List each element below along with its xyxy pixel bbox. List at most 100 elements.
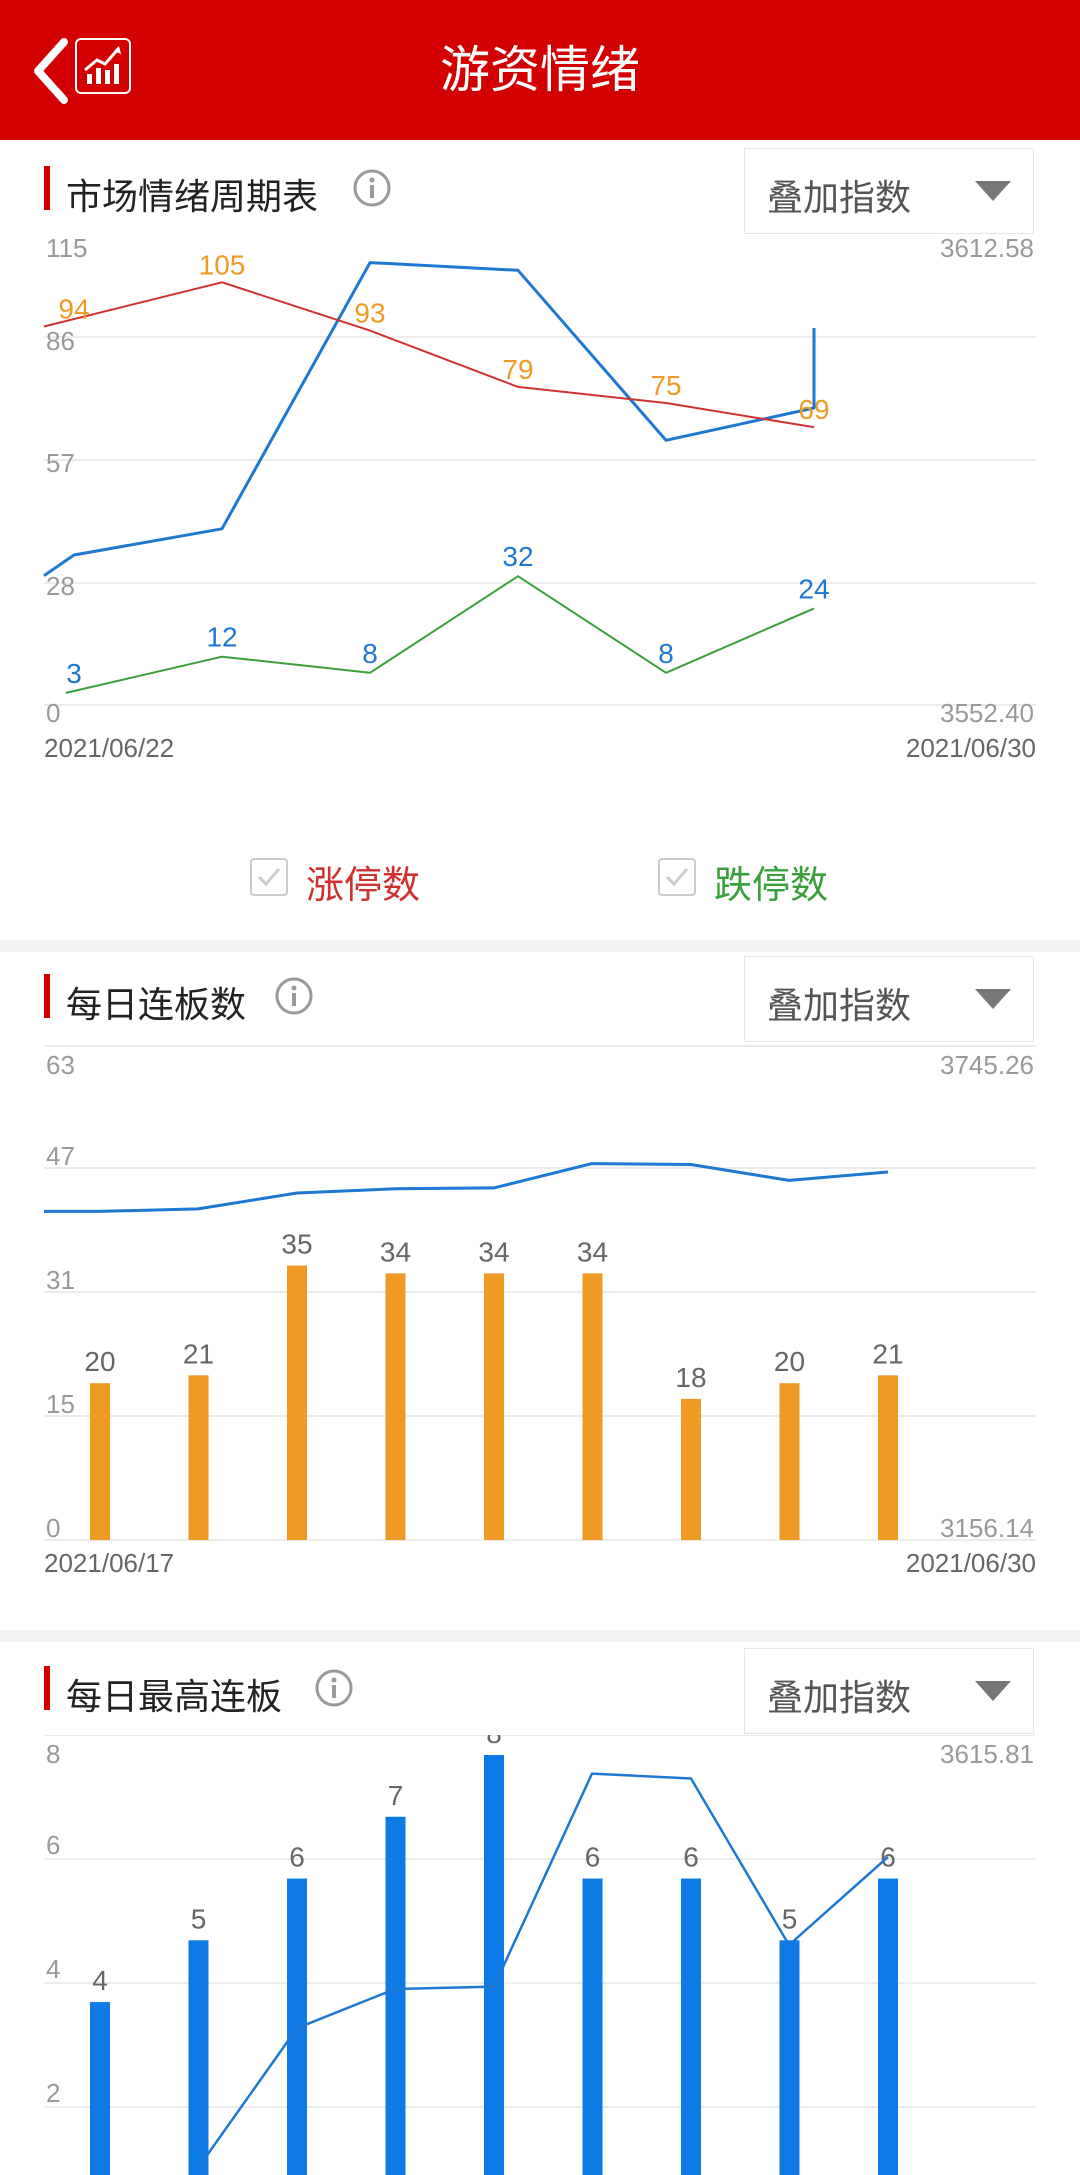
section-title: 每日连板数 [66,984,247,1025]
up-data-label: 79 [502,354,533,385]
bar [90,2002,110,2175]
bar [188,1940,209,2175]
section-accent-bar [44,1666,50,1710]
up-data-label: 94 [58,294,89,325]
bar-data-label: 5 [782,1903,798,1934]
up-data-label: 93 [354,298,385,329]
index-line [198,1772,889,2166]
dropdown-label: 叠加指数 [767,177,912,218]
bar [681,1398,701,1540]
overlay-index-dropdown[interactable]: 叠加指数 [744,148,1034,234]
section-accent-bar [44,974,50,1018]
right-axis-max: 3615.81 [940,1739,1034,1769]
y-tick-label: 57 [46,448,75,478]
bar [188,1375,209,1540]
bar [385,1816,406,2175]
dropdown-label: 叠加指数 [767,985,912,1026]
x-end-label: 2021/06/30 [906,1548,1036,1578]
section-title: 市场情绪周期表 [66,176,319,217]
right-axis-max: 3745.26 [940,1050,1034,1080]
bar [681,1878,701,2175]
bar-data-label: 8 [486,1735,502,1749]
y-tick-label: 31 [46,1265,75,1295]
bar-data-label: 21 [183,1338,214,1369]
section-title: 每日最高连板 [66,1676,283,1717]
down-data-label: 24 [798,573,829,604]
daily-highest-card: 每日最高连板 叠加指数 8 6 4 2 3615.81 456786656 [0,1642,1080,2175]
up-data-label: 75 [650,370,681,401]
down-data-label: 8 [362,638,378,669]
bar [287,1878,307,2175]
caret-down-icon [975,181,1011,201]
bar [779,1383,800,1540]
caret-down-icon [975,1681,1011,1701]
bar-data-label: 7 [388,1780,404,1811]
bar-data-label: 6 [289,1842,305,1873]
y-tick-label: 4 [46,1954,60,1984]
app-header: 游资情绪 [0,0,1080,140]
section-accent-bar [44,166,50,210]
dropdown-label: 叠加指数 [767,1677,912,1718]
down-data-label: 8 [658,638,674,669]
right-axis-min: 3156.14 [940,1513,1034,1543]
x-start-label: 2021/06/22 [44,733,174,763]
bar [287,1265,307,1540]
bar-data-label: 20 [84,1346,115,1377]
bar-data-label: 6 [683,1842,699,1873]
bar-data-label: 4 [92,1965,108,1996]
info-icon[interactable] [274,976,314,1016]
info-icon[interactable] [314,1668,354,1708]
index-line [43,261,816,577]
bar [484,1755,504,2175]
bar [484,1273,504,1540]
bar [779,1940,800,2175]
y-tick-label: 0 [46,1513,60,1543]
y-tick-label: 15 [46,1389,75,1419]
y-tick-label: 115 [46,235,87,263]
bar [582,1878,603,2175]
index-line [44,1162,889,1213]
info-icon[interactable] [352,168,392,208]
y-tick-label: 6 [46,1830,60,1860]
legend-down-count[interactable]: 跌停数 [714,865,829,907]
overlay-index-dropdown[interactable]: 叠加指数 [744,1648,1034,1734]
y-tick-label: 28 [46,571,75,601]
checkbox-checked-icon[interactable] [658,858,696,896]
sentiment-line-chart: 115 86 57 28 0 3612.58 3552.40 2021/06/2… [43,235,1036,763]
bar [878,1878,898,2175]
chevron-left-icon[interactable] [28,36,78,106]
bar-data-label: 34 [478,1236,509,1267]
bar-data-label: 34 [577,1236,608,1267]
down-count-line [65,575,815,694]
y-tick-label: 0 [46,698,60,728]
daily-consecutive-card: 每日连板数 叠加指数 63 47 31 15 0 3745.26 3156.14… [0,952,1080,1630]
x-start-label: 2021/06/17 [44,1548,174,1578]
legend-up-count[interactable]: 涨停数 [306,865,421,907]
bar [582,1273,603,1540]
right-axis-max: 3612.58 [940,235,1034,263]
market-sentiment-card: 市场情绪周期表 叠加指数 115 86 57 28 0 3612.58 3552… [0,140,1080,940]
bar-data-label: 34 [380,1236,411,1267]
y-tick-label: 63 [46,1050,75,1080]
caret-down-icon [975,989,1011,1009]
y-tick-label: 8 [46,1739,60,1769]
y-tick-label: 47 [46,1141,75,1171]
bar [878,1375,898,1540]
up-data-label: 105 [199,249,246,280]
overlay-index-dropdown[interactable]: 叠加指数 [744,956,1034,1042]
up-data-label: 69 [798,394,829,425]
y-tick-label: 86 [46,326,75,356]
page-title: 游资情绪 [440,42,640,98]
bar [385,1273,406,1540]
down-data-label: 32 [502,541,533,572]
bar-data-label: 21 [872,1338,903,1369]
highest-consecutive-bar-chart: 8 6 4 2 3615.81 456786656 [44,1735,1036,2175]
bar [90,1383,110,1540]
right-axis-min: 3552.40 [940,698,1034,728]
checkbox-checked-icon[interactable] [250,858,288,896]
up-count-line [43,281,815,429]
bar-data-label: 35 [281,1229,312,1260]
y-tick-label: 2 [46,2078,60,2108]
chart-logo-icon[interactable] [75,38,131,94]
bar-data-label: 5 [191,1903,207,1934]
